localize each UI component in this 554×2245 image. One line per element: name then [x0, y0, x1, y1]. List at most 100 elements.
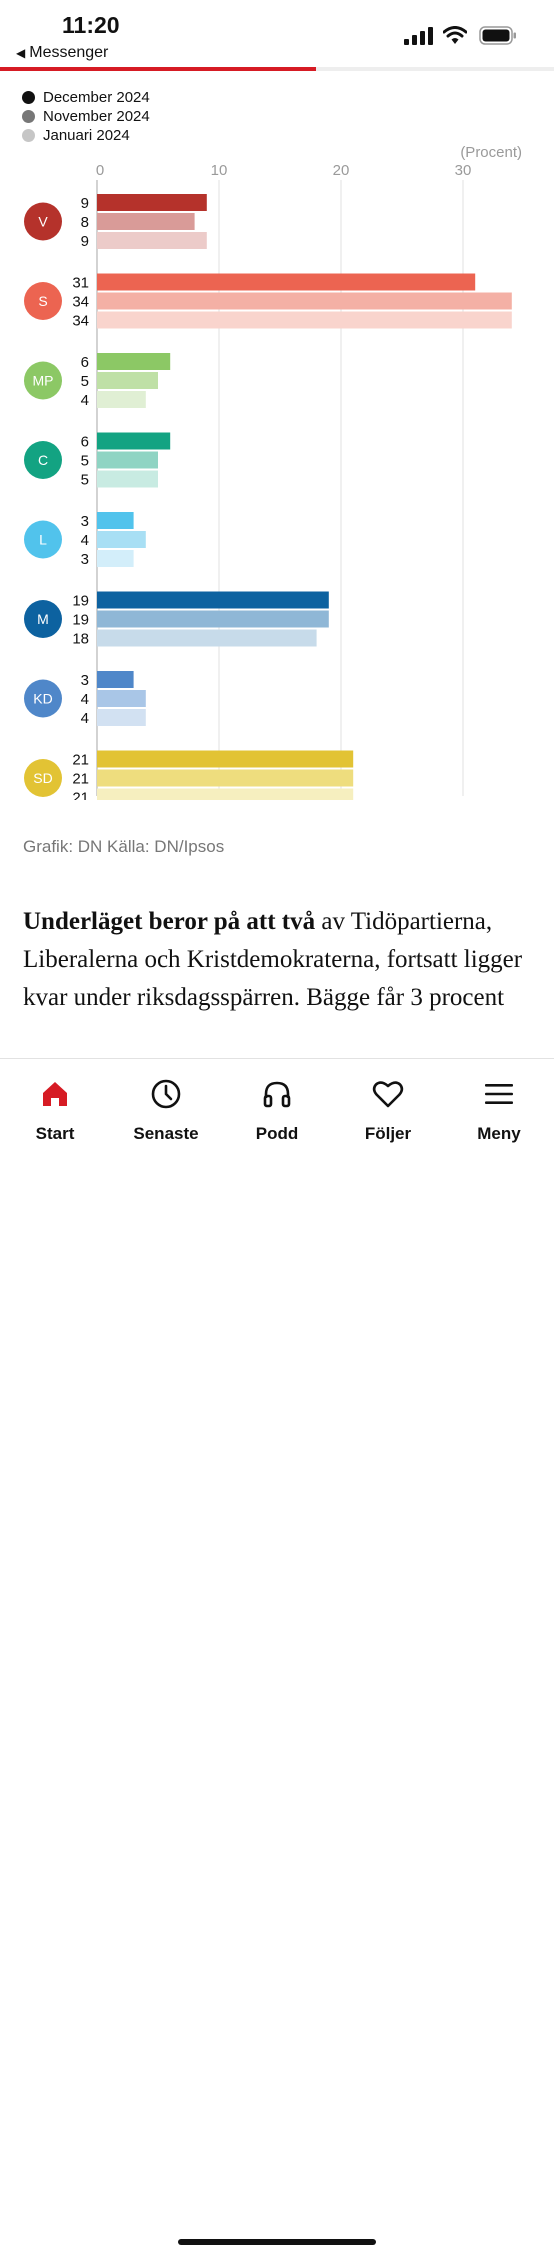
- bar-value-label: 5: [81, 472, 89, 489]
- headphones-icon: [263, 1081, 291, 1108]
- party-badge-label: V: [38, 214, 48, 230]
- bar-value-label: 3: [81, 513, 89, 530]
- bar-value-label: 4: [81, 710, 89, 727]
- poll-bar-chart: (Procent)0 10 20 30V989S313434MP654C655L343…: [24, 144, 522, 801]
- legend-dot: [22, 110, 35, 123]
- bar: [97, 451, 158, 469]
- party-badge: [24, 202, 62, 241]
- axis-unit-label: (Procent): [460, 144, 522, 161]
- party-badge: [24, 759, 62, 797]
- tab-start[interactable]: Start: [0, 1077, 110, 1144]
- bar-value-label: 3: [81, 551, 89, 568]
- reading-progress-fill: [0, 67, 316, 71]
- tab-foljer[interactable]: Följer: [333, 1077, 443, 1144]
- bar: [97, 311, 512, 329]
- party-badge-label: L: [39, 532, 47, 548]
- party-badge: [24, 361, 62, 400]
- legend-dot: [22, 129, 35, 142]
- bar-value-label: 4: [81, 691, 89, 708]
- back-to-messenger-link[interactable]: ◀ Messenger: [16, 44, 108, 62]
- tab-meny[interactable]: Meny: [444, 1077, 554, 1144]
- tab-label: Senaste: [133, 1124, 199, 1143]
- article-body-text: av Tidöpartierna, Liberalerna och Kristd…: [23, 908, 523, 1011]
- bar: [97, 629, 317, 647]
- bar-value-label: 6: [81, 354, 89, 371]
- bar-value-label: 21: [72, 752, 89, 769]
- bar: [97, 470, 158, 488]
- tab-label: Följer: [364, 1124, 412, 1143]
- tab-senaste[interactable]: Senaste: [111, 1077, 221, 1144]
- bar: [97, 610, 329, 628]
- tab-label: Start: [35, 1124, 75, 1143]
- bar: [97, 273, 476, 291]
- bar-value-label: 34: [72, 313, 89, 330]
- bar: [97, 788, 354, 800]
- bar: [97, 531, 146, 548]
- home-indicator: [178, 2239, 376, 2245]
- bar-value-label: 21: [72, 771, 89, 788]
- bar: [97, 213, 195, 230]
- bar: [97, 353, 171, 370]
- battery-icon: [479, 26, 516, 45]
- legend-label: Januari 2024: [43, 127, 130, 144]
- bar-value-label: 18: [72, 631, 89, 648]
- bar: [97, 709, 146, 726]
- back-label: Messenger: [29, 44, 109, 61]
- bar-value-label: 9: [81, 195, 89, 212]
- x-tick-label: 0: [96, 162, 104, 179]
- bottom-tab-bar: Start Senaste Podd Följer: [0, 1058, 554, 2245]
- tab-label: Podd: [255, 1124, 299, 1143]
- bar-value-label: 6: [81, 434, 89, 451]
- party-badge-label: C: [38, 452, 48, 468]
- heart-icon: [372, 1081, 404, 1108]
- home-icon: [43, 1082, 67, 1106]
- wifi-icon: [443, 26, 467, 44]
- party-badge-label: MP: [33, 373, 54, 389]
- bar: [97, 372, 158, 389]
- chart-legend: December 2024 November 2024 Januari 2024: [22, 88, 150, 145]
- menu-icon: [485, 1084, 513, 1104]
- legend-item-januari: Januari 2024: [22, 126, 150, 145]
- article-lead-bold: Underläget beror på att två: [23, 908, 316, 935]
- status-time: 11:20: [62, 12, 120, 38]
- bar-value-label: 21: [72, 790, 89, 801]
- bar: [97, 750, 354, 768]
- article-paragraph: Underläget beror på att två av Tidöparti…: [23, 903, 543, 1017]
- x-tick-label: 20: [333, 162, 350, 179]
- party-badge: [24, 600, 62, 638]
- bar: [97, 512, 134, 529]
- back-arrow-icon: ◀: [16, 46, 26, 60]
- chart-source: Grafik: DN Källa: DN/Ipsos: [23, 837, 225, 856]
- bar-value-label: 31: [72, 275, 89, 292]
- bar-value-label: 5: [81, 453, 89, 470]
- bar-value-label: 9: [81, 233, 89, 250]
- reading-progress-bar: [0, 67, 554, 71]
- x-tick-label: 30: [455, 162, 472, 179]
- bar-value-label: 8: [81, 214, 89, 231]
- bar-value-label: 34: [72, 294, 89, 311]
- party-badge: [24, 282, 62, 320]
- bar-value-label: 4: [81, 392, 89, 409]
- clock-icon: [151, 1079, 181, 1109]
- bar-value-label: 5: [81, 373, 89, 390]
- bar: [97, 591, 329, 609]
- legend-item-december: December 2024: [22, 88, 150, 107]
- party-badge-label: S: [38, 293, 47, 309]
- party-badge: [24, 679, 62, 718]
- bar: [97, 292, 512, 310]
- x-tick-label: 10: [211, 162, 228, 179]
- bar: [97, 391, 146, 408]
- party-badge-label: KD: [33, 691, 52, 707]
- legend-dot: [22, 91, 35, 104]
- cellular-signal-icon: [404, 27, 433, 45]
- tab-podd[interactable]: Podd: [222, 1077, 332, 1144]
- bar: [97, 432, 171, 450]
- legend-label: November 2024: [43, 108, 150, 125]
- bar: [97, 232, 207, 249]
- bar: [97, 550, 134, 567]
- bar-value-label: 4: [81, 532, 89, 549]
- party-badge: [24, 441, 62, 479]
- bar-value-label: 19: [72, 612, 89, 629]
- status-bar: 11:20 ◀ Messenger: [0, 0, 554, 68]
- tab-label: Meny: [477, 1124, 521, 1143]
